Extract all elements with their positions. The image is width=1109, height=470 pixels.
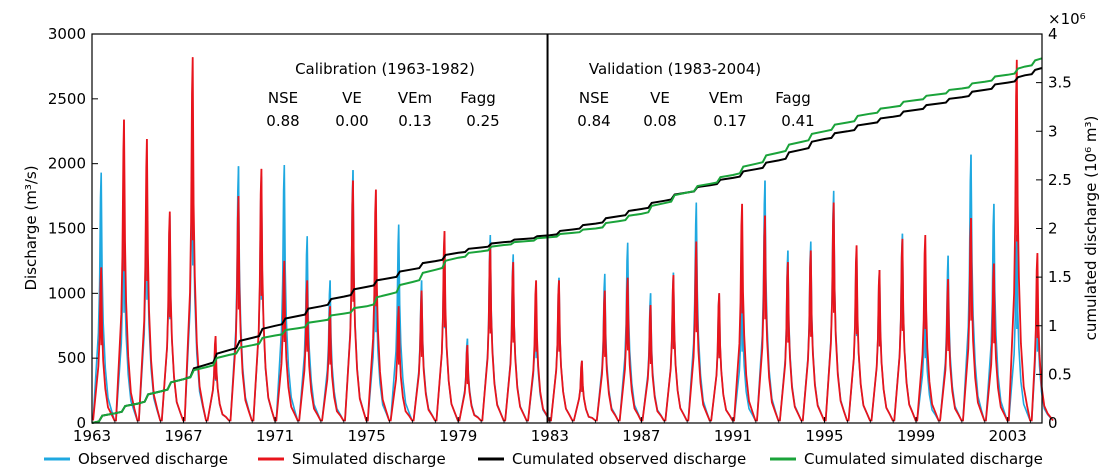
x-tick-label: 1971 [256, 427, 294, 445]
left-y-axis: 0 500 1000 1500 2000 2500 3000 [48, 25, 98, 432]
calibration-title: Calibration (1963-1982) [295, 60, 475, 78]
calib-metric-value: 0.00 [335, 112, 368, 130]
right-tick-label: 0 [1048, 414, 1058, 432]
calibration-metrics: Calibration (1963-1982) NSE VE VEm Fagg … [266, 60, 499, 130]
calib-metric-value: 0.25 [466, 112, 499, 130]
right-tick-label: 1 [1048, 317, 1058, 335]
x-tick-label: 1979 [439, 427, 477, 445]
legend-label-observed: Observed discharge [78, 450, 228, 468]
legend-label-simulated: Simulated discharge [292, 450, 446, 468]
right-axis-multiplier: ×10⁶ [1048, 10, 1086, 28]
valid-metric-value: 0.17 [713, 112, 746, 130]
calib-metric-label: NSE [268, 89, 298, 107]
x-tick-label: 1967 [164, 427, 202, 445]
left-tick-label: 2500 [48, 90, 86, 108]
right-tick-label: 2.5 [1048, 171, 1072, 189]
calib-metric-label: Fagg [460, 89, 496, 107]
x-tick-label: 1963 [73, 427, 111, 445]
x-tick-label: 1975 [348, 427, 386, 445]
left-tick-label: 500 [57, 349, 86, 367]
valid-metric-value: 0.41 [781, 112, 814, 130]
left-tick-label: 0 [76, 414, 86, 432]
right-axis-label: cumulated discharge (10⁶ m³) [1082, 116, 1100, 341]
validation-title: Validation (1983-2004) [589, 60, 761, 78]
left-tick-label: 3000 [48, 25, 86, 43]
x-tick-label: 2003 [989, 427, 1027, 445]
right-y-axis: 0 0.5 1 1.5 2 2.5 3 3.5 4 [1036, 25, 1072, 432]
valid-metric-value: 0.84 [577, 112, 610, 130]
calib-metric-label: VE [342, 89, 362, 107]
validation-metrics: Validation (1983-2004) NSE VE VEm Fagg 0… [577, 60, 814, 130]
left-tick-label: 1000 [48, 284, 86, 302]
cumulated-observed-line [91, 67, 1043, 424]
left-axis-label: Discharge (m³/s) [22, 165, 40, 290]
calib-metric-value: 0.13 [398, 112, 431, 130]
right-tick-label: 2 [1048, 220, 1058, 238]
x-tick-label: 1983 [531, 427, 569, 445]
valid-metric-label: VEm [709, 89, 743, 107]
right-tick-label: 0.5 [1048, 365, 1072, 383]
left-tick-label: 1500 [48, 220, 86, 238]
x-tick-label: 1987 [622, 427, 660, 445]
right-tick-label: 1.5 [1048, 268, 1072, 286]
legend-label-cum-simulated: Cumulated simulated discharge [804, 450, 1043, 468]
right-tick-label: 4 [1048, 25, 1058, 43]
legend: Observed discharge Simulated discharge C… [44, 450, 1043, 468]
x-tick-label: 1995 [805, 427, 843, 445]
legend-label-cum-observed: Cumulated observed discharge [512, 450, 746, 468]
x-tick-label: 1999 [897, 427, 935, 445]
x-axis: 1963 1967 1971 1975 1979 1983 1987 1991 1995 1999… [73, 417, 1031, 445]
x-tick-label: 1991 [714, 427, 752, 445]
right-tick-label: 3 [1048, 122, 1058, 140]
valid-metric-label: NSE [579, 89, 609, 107]
right-tick-label: 3.5 [1048, 74, 1072, 92]
cumulated-simulated-line [91, 57, 1043, 424]
valid-metric-value: 0.08 [643, 112, 676, 130]
calib-metric-label: VEm [398, 89, 432, 107]
left-tick-label: 2000 [48, 155, 86, 173]
valid-metric-label: VE [650, 89, 670, 107]
calib-metric-value: 0.88 [266, 112, 299, 130]
valid-metric-label: Fagg [775, 89, 811, 107]
